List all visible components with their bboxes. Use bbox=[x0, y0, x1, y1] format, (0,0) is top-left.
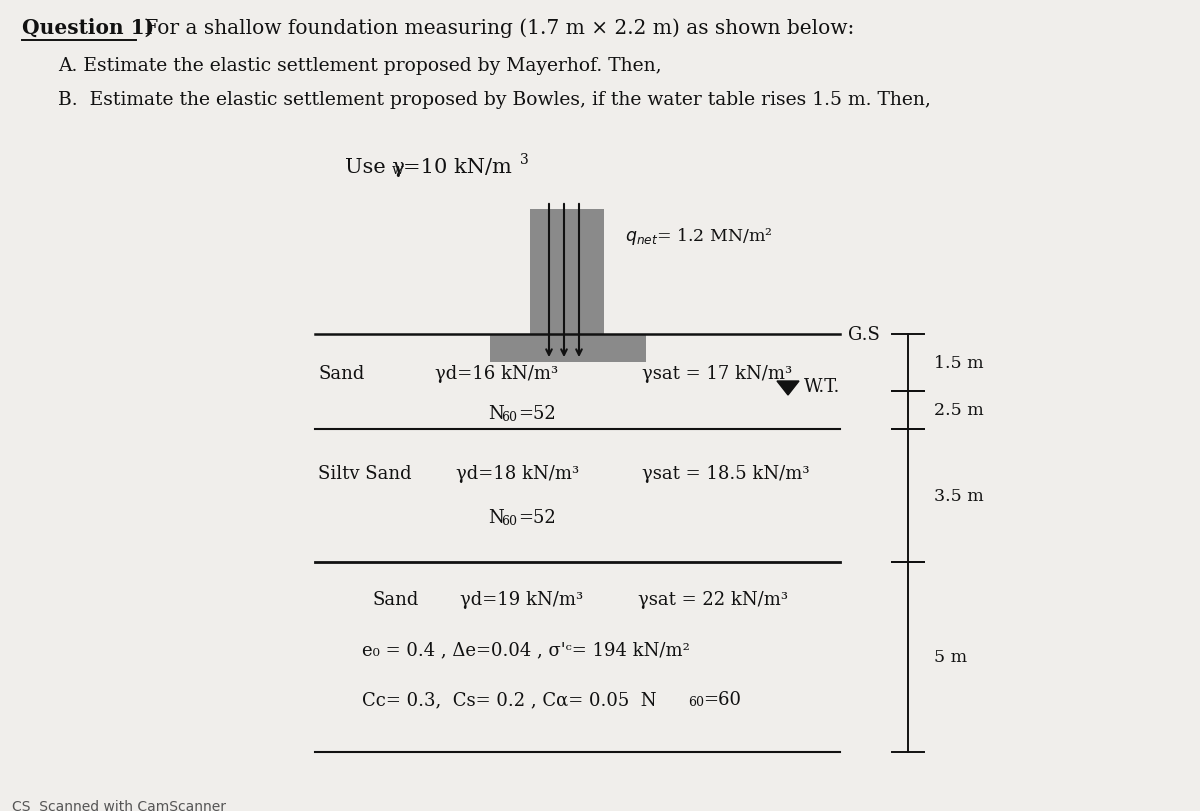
Bar bbox=[530, 210, 604, 335]
Text: γsat = 18.5 kN/m³: γsat = 18.5 kN/m³ bbox=[642, 465, 810, 483]
Text: =60: =60 bbox=[703, 690, 742, 708]
Text: Cc= 0.3,  Cs= 0.2 , Cα= 0.05  N: Cc= 0.3, Cs= 0.2 , Cα= 0.05 N bbox=[362, 690, 656, 708]
Text: Sand: Sand bbox=[318, 365, 365, 383]
Text: =52: =52 bbox=[518, 508, 556, 527]
Text: B.  Estimate the elastic settlement proposed by Bowles, if the water table rises: B. Estimate the elastic settlement propo… bbox=[58, 91, 931, 109]
Polygon shape bbox=[778, 381, 799, 396]
Text: Use γ: Use γ bbox=[346, 158, 404, 177]
Bar bbox=[490, 335, 646, 363]
Text: 60: 60 bbox=[502, 514, 517, 527]
Text: 60: 60 bbox=[502, 410, 517, 423]
Text: CS  Scanned with CamScanner: CS Scanned with CamScanner bbox=[12, 799, 226, 811]
Text: N: N bbox=[488, 508, 504, 527]
Text: Question 1): Question 1) bbox=[22, 18, 154, 38]
Text: 3.5 m: 3.5 m bbox=[934, 487, 984, 504]
Text: Siltv Sand: Siltv Sand bbox=[318, 465, 412, 483]
Text: e₀ = 0.4 , Δe=0.04 , σ'ᶜ= 194 kN/m²: e₀ = 0.4 , Δe=0.04 , σ'ᶜ= 194 kN/m² bbox=[362, 640, 690, 659]
Text: 3: 3 bbox=[520, 152, 529, 167]
Text: Sand: Sand bbox=[372, 590, 419, 608]
Text: For a shallow foundation measuring (1.7 m × 2.2 m) as shown below:: For a shallow foundation measuring (1.7 … bbox=[138, 18, 854, 37]
Text: G.S: G.S bbox=[848, 325, 880, 344]
Text: 2.5 m: 2.5 m bbox=[934, 402, 984, 419]
Text: γd=19 kN/m³: γd=19 kN/m³ bbox=[460, 590, 583, 608]
Text: N: N bbox=[488, 405, 504, 423]
Text: 5 m: 5 m bbox=[934, 649, 967, 666]
Text: =52: =52 bbox=[518, 405, 556, 423]
Text: w: w bbox=[392, 163, 404, 177]
Text: $q_{net}$= 1.2 MN/m²: $q_{net}$= 1.2 MN/m² bbox=[625, 225, 773, 247]
Text: γd=18 kN/m³: γd=18 kN/m³ bbox=[456, 465, 580, 483]
Text: γsat = 22 kN/m³: γsat = 22 kN/m³ bbox=[638, 590, 788, 608]
Text: 60: 60 bbox=[688, 696, 704, 709]
Text: γsat = 17 kN/m³: γsat = 17 kN/m³ bbox=[642, 365, 792, 383]
Text: 1.5 m: 1.5 m bbox=[934, 354, 984, 371]
Text: γd=16 kN/m³: γd=16 kN/m³ bbox=[436, 365, 558, 383]
Text: A. Estimate the elastic settlement proposed by Mayerhof. Then,: A. Estimate the elastic settlement propo… bbox=[58, 57, 661, 75]
Text: W.T.: W.T. bbox=[804, 378, 840, 396]
Text: =10 kN/m: =10 kN/m bbox=[403, 158, 512, 177]
